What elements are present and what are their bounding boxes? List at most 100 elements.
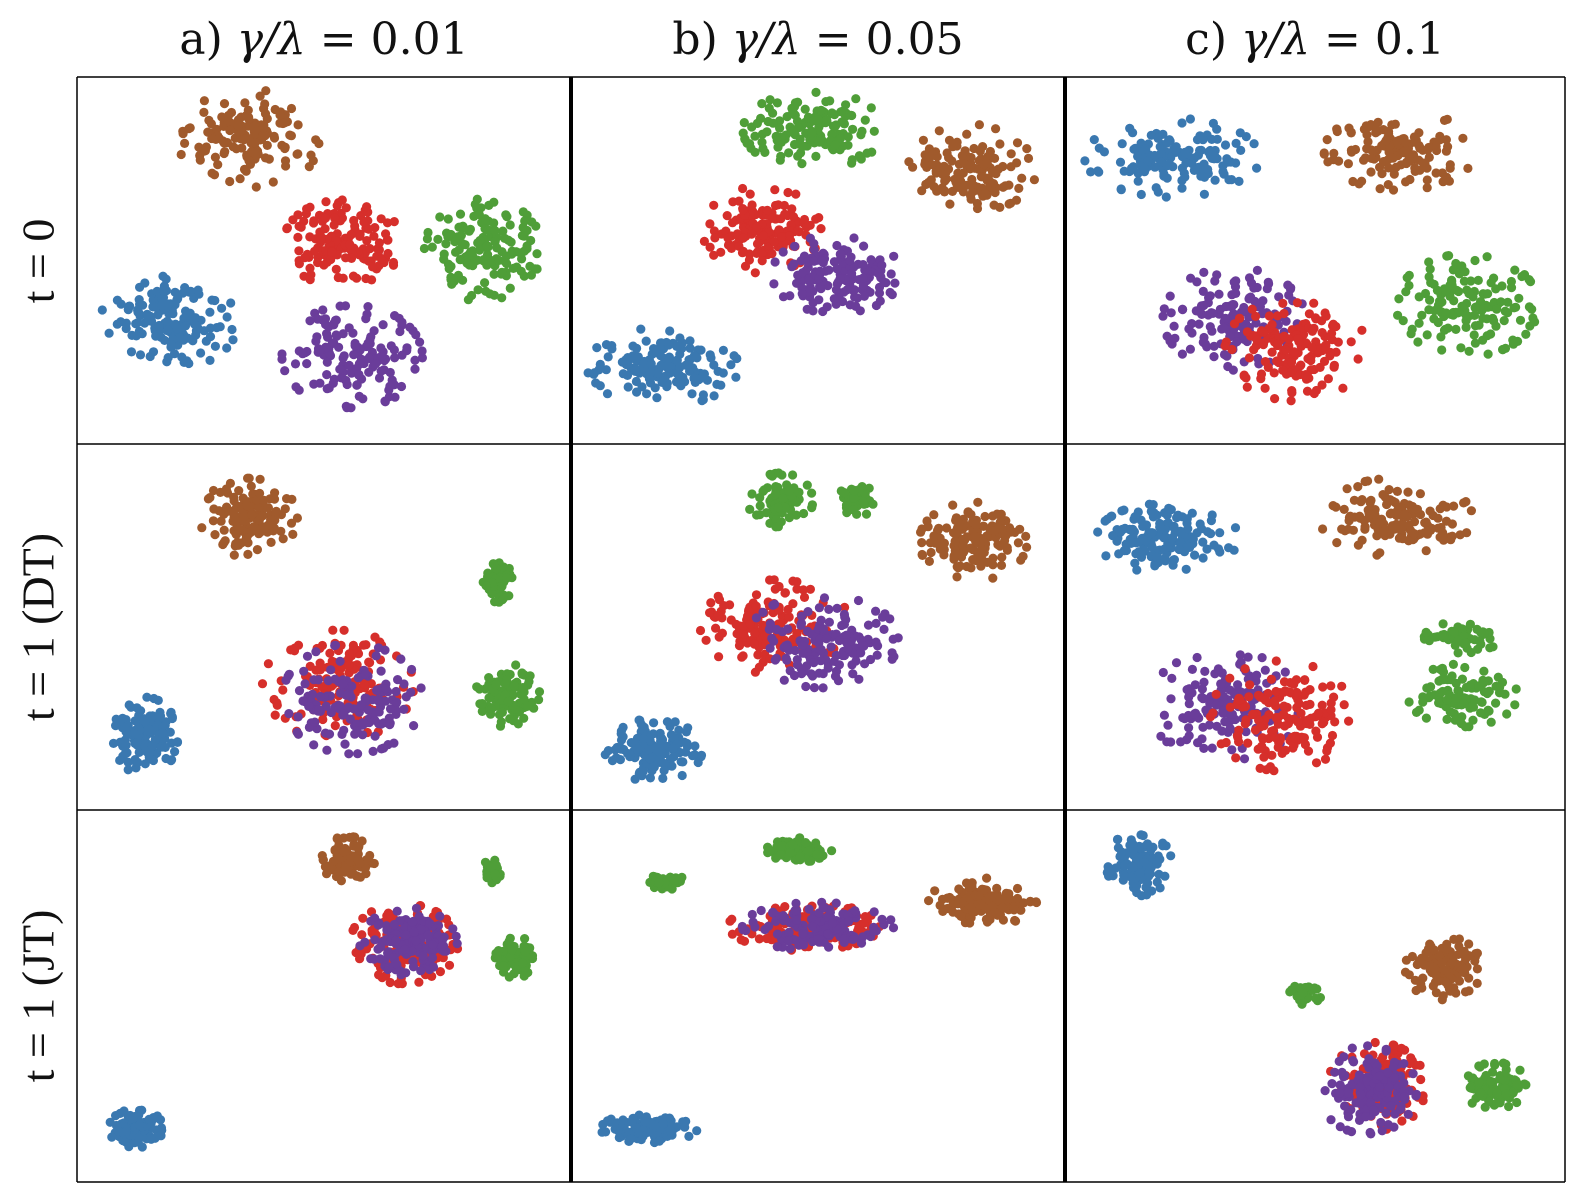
scatter-point-purple bbox=[354, 391, 364, 401]
scatter-point-blue bbox=[205, 355, 215, 365]
scatter-point-brown bbox=[924, 556, 935, 567]
scatter-point-green bbox=[1476, 697, 1486, 707]
scatter-point-red bbox=[784, 231, 795, 241]
scatter-point-purple bbox=[407, 946, 417, 957]
column-title-b-value: 0.05 bbox=[865, 14, 964, 65]
scatter-point-green bbox=[1470, 255, 1480, 266]
scatter-point-red bbox=[765, 575, 775, 585]
scatter-point-blue bbox=[655, 344, 666, 354]
scatter-point-green bbox=[454, 222, 464, 232]
scatter-point-purple bbox=[1260, 665, 1270, 675]
scatter-point-brown bbox=[926, 159, 937, 170]
scatter-point-purple bbox=[890, 278, 900, 288]
scatter-point-green bbox=[485, 289, 495, 299]
scatter-point-blue bbox=[170, 747, 180, 757]
scatter-point-brown bbox=[279, 118, 290, 128]
scatter-point-green bbox=[811, 87, 821, 97]
scatter-point-red bbox=[791, 189, 801, 199]
scatter-point-blue bbox=[1241, 132, 1251, 142]
scatter-point-red bbox=[1260, 695, 1270, 705]
scatter-point-purple bbox=[1212, 270, 1222, 280]
scatter-point-brown bbox=[314, 138, 324, 149]
scatter-point-purple bbox=[1177, 349, 1187, 359]
scatter-point-brown bbox=[255, 91, 265, 101]
scatter-point-green bbox=[450, 237, 460, 247]
scatter-point-red bbox=[1255, 763, 1265, 774]
scatter-point-brown bbox=[1022, 144, 1032, 154]
scatter-point-brown bbox=[998, 182, 1008, 192]
scatter-point-green bbox=[1464, 346, 1474, 356]
scatter-point-purple bbox=[815, 634, 825, 644]
scatter-point-purple bbox=[338, 329, 348, 339]
scatter-point-green bbox=[1457, 674, 1467, 684]
scatter-point-green bbox=[1449, 627, 1459, 637]
scatter-point-brown bbox=[262, 140, 272, 150]
scatter-point-brown bbox=[269, 133, 280, 143]
scatter-point-purple bbox=[1219, 323, 1229, 333]
scatter-point-purple bbox=[338, 679, 348, 689]
scatter-point-brown bbox=[991, 124, 1001, 134]
scatter-point-red bbox=[727, 218, 738, 228]
scatter-point-red bbox=[330, 213, 340, 223]
scatter-point-purple bbox=[875, 296, 885, 306]
scatter-point-brown bbox=[908, 162, 918, 172]
scatter-point-red bbox=[1279, 331, 1289, 341]
scatter-point-blue bbox=[712, 379, 722, 389]
scatter-point-red bbox=[705, 608, 715, 618]
scatter-point-green bbox=[1434, 698, 1444, 708]
scatter-point-brown bbox=[917, 524, 927, 534]
scatter-point-blue bbox=[162, 357, 172, 367]
scatter-point-brown bbox=[225, 125, 235, 136]
scatter-point-purple bbox=[324, 729, 335, 739]
column-title-a-prefix: a) bbox=[179, 14, 237, 65]
scatter-point-purple bbox=[815, 266, 825, 276]
scatter-point-brown bbox=[259, 495, 269, 505]
scatter-point-red bbox=[1233, 732, 1243, 743]
scatter-point-purple bbox=[309, 379, 319, 389]
scatter-point-green bbox=[1484, 706, 1494, 716]
scatter-point-purple bbox=[350, 341, 360, 351]
scatter-point-green bbox=[759, 485, 769, 495]
scatter-point-purple bbox=[361, 314, 371, 324]
scatter-point-blue bbox=[681, 727, 692, 737]
scatter-point-brown bbox=[942, 523, 952, 533]
scatter-point-purple bbox=[808, 306, 818, 316]
scatter-point-green bbox=[1426, 682, 1436, 692]
scatter-point-green bbox=[520, 934, 530, 944]
scatter-point-blue bbox=[164, 299, 174, 309]
scatter-point-blue bbox=[696, 750, 707, 760]
scatter-point-green bbox=[483, 225, 493, 235]
scatter-point-purple bbox=[353, 749, 363, 759]
scatter-point-brown bbox=[197, 523, 207, 533]
scatter-point-blue bbox=[123, 765, 133, 775]
scatter-point-blue bbox=[664, 340, 674, 350]
scatter-point-purple bbox=[428, 962, 439, 972]
scatter-point-green bbox=[1524, 302, 1534, 312]
scatter-point-red bbox=[345, 239, 355, 250]
scatter-point-red bbox=[1267, 750, 1277, 760]
scatter-point-purple bbox=[330, 640, 341, 650]
scatter-point-red bbox=[1317, 700, 1327, 710]
scatter-point-brown bbox=[1383, 163, 1394, 173]
scatter-point-green bbox=[1482, 331, 1492, 341]
scatter-point-blue bbox=[146, 713, 156, 723]
scatter-point-purple bbox=[363, 705, 373, 715]
scatter-point-blue bbox=[1112, 536, 1122, 546]
scatter-point-green bbox=[1515, 315, 1526, 325]
scatter-point-purple bbox=[407, 664, 417, 675]
scatter-point-red bbox=[719, 601, 729, 611]
scatter-point-purple bbox=[1204, 720, 1215, 730]
scatter-point-purple bbox=[341, 375, 351, 386]
scatter-point-brown bbox=[1016, 555, 1026, 565]
scatter-point-brown bbox=[280, 504, 290, 514]
scatter-point-purple bbox=[1227, 745, 1237, 755]
scatter-point-purple bbox=[865, 654, 876, 665]
scatter-point-red bbox=[315, 658, 325, 668]
scatter-point-green bbox=[481, 581, 491, 591]
scatter-point-green bbox=[848, 505, 858, 515]
scatter-point-brown bbox=[1443, 142, 1453, 152]
scatter-point-brown bbox=[1332, 538, 1342, 548]
scatter-point-purple bbox=[847, 269, 857, 279]
scatter-point-green bbox=[795, 134, 805, 144]
scatter-point-blue bbox=[1215, 547, 1225, 557]
